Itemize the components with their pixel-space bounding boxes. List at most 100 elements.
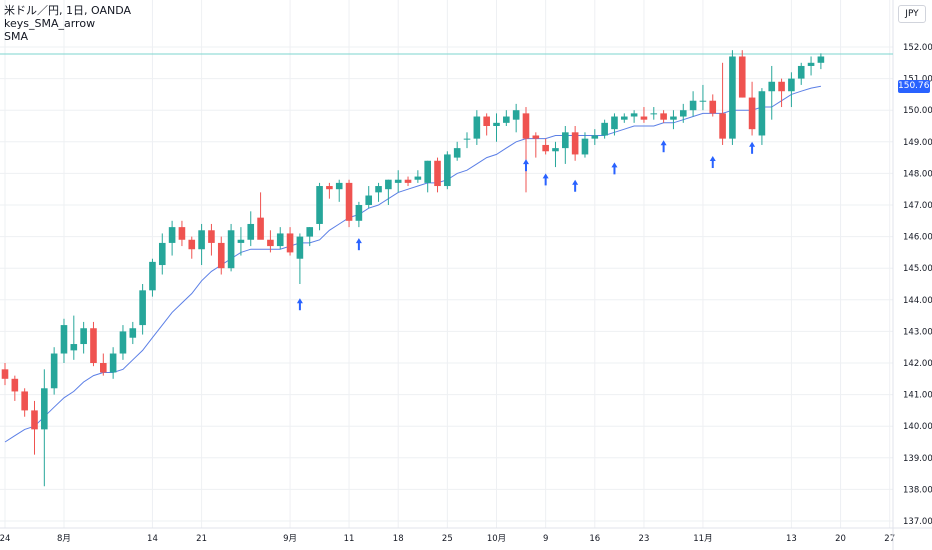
candle [689, 91, 697, 117]
candle-body [699, 100, 707, 102]
candle-body [188, 239, 196, 250]
y-tick-label: 143.000 [903, 327, 932, 337]
grid-lines [0, 0, 893, 528]
candle [21, 388, 28, 417]
candle [129, 321, 137, 345]
candle-body [601, 122, 608, 136]
arrow-head [572, 179, 579, 185]
candle [237, 227, 245, 256]
candle [748, 81, 756, 136]
candle [11, 375, 19, 401]
candle-body [797, 65, 805, 79]
candle [375, 182, 382, 202]
candle-body [80, 328, 87, 345]
y-tick-label: 147.000 [903, 201, 932, 211]
candle-body [198, 230, 205, 250]
candle-body [709, 100, 717, 114]
candle-body [335, 182, 343, 190]
candle-body [257, 217, 264, 240]
candle-body [70, 344, 78, 351]
candle [100, 353, 107, 376]
candle [807, 56, 815, 76]
candle [522, 107, 530, 193]
candle-body [670, 116, 677, 120]
candle-body [453, 148, 461, 158]
candle [817, 53, 825, 70]
candle [306, 227, 314, 247]
candle-body [326, 186, 333, 190]
candle-body [788, 78, 795, 92]
candle-body [473, 116, 481, 139]
candle [41, 369, 48, 487]
candle-body [276, 233, 284, 247]
candle-body [139, 290, 146, 326]
candle [512, 103, 520, 133]
candle [719, 62, 726, 145]
candle-body [11, 378, 19, 392]
candle-body [493, 122, 500, 126]
candle [630, 110, 638, 123]
candle [188, 236, 196, 259]
x-tick-label: 11 [344, 534, 355, 544]
candle [650, 107, 658, 120]
y-tick-label: 152.000 [903, 43, 932, 53]
candle-body [60, 325, 68, 354]
candle-body [355, 205, 363, 221]
candle [591, 129, 599, 145]
candle-body [542, 144, 549, 152]
candle [571, 126, 579, 161]
candle [758, 88, 766, 145]
indicator-sma-label[interactable]: SMA [4, 30, 28, 43]
x-tick-label: 14 [147, 534, 158, 544]
candle [149, 258, 156, 297]
candle-body [581, 138, 589, 155]
candle [768, 65, 776, 120]
candle-body [345, 182, 353, 221]
candle-body [119, 331, 127, 354]
candle [227, 223, 235, 272]
candle [80, 321, 87, 354]
y-tick-label: 139.000 [903, 454, 932, 464]
candle [660, 110, 667, 123]
candle-body [375, 186, 382, 193]
arrow-shaft [544, 177, 547, 186]
candle [797, 62, 805, 85]
candle-body [768, 81, 776, 92]
last-price-badge: 150.765 [898, 80, 932, 93]
candle-body [149, 261, 156, 291]
buy-arrow-icon [355, 238, 362, 251]
currency-button[interactable]: JPY [898, 5, 926, 23]
y-tick-label: 150.000 [903, 106, 932, 116]
candle [60, 318, 68, 363]
candle-body [817, 56, 825, 63]
candle [493, 113, 500, 142]
candle [394, 170, 402, 193]
y-tick-label: 149.000 [903, 138, 932, 148]
y-tick-label: 138.000 [903, 485, 932, 495]
candle [503, 110, 510, 126]
candle-body [611, 116, 618, 130]
x-tick-label: 9月 [283, 534, 297, 544]
y-tick-label: 145.000 [903, 264, 932, 274]
candle-body [444, 154, 451, 187]
buy-arrow-icon [749, 141, 756, 154]
indicator-keys-sma-arrow-label[interactable]: keys_SMA_arrow [4, 17, 96, 30]
candle-body [365, 195, 373, 205]
candle [562, 126, 569, 164]
y-tick-label: 148.000 [903, 169, 932, 179]
x-tick-label: 8月 [57, 534, 71, 544]
buy-arrow-icon [542, 173, 549, 186]
candle [552, 141, 559, 168]
candle [217, 236, 225, 275]
symbol-label[interactable]: 米ドル／円, 1日, OANDA [4, 4, 132, 17]
candle [729, 50, 736, 145]
candle [601, 119, 608, 139]
candle [286, 227, 294, 256]
x-tick-label: 10月 [487, 534, 506, 544]
candle-body [434, 160, 441, 187]
candle-body [571, 132, 579, 155]
candle-body [208, 230, 215, 243]
candle-body [463, 138, 471, 140]
candle-body [512, 110, 520, 120]
